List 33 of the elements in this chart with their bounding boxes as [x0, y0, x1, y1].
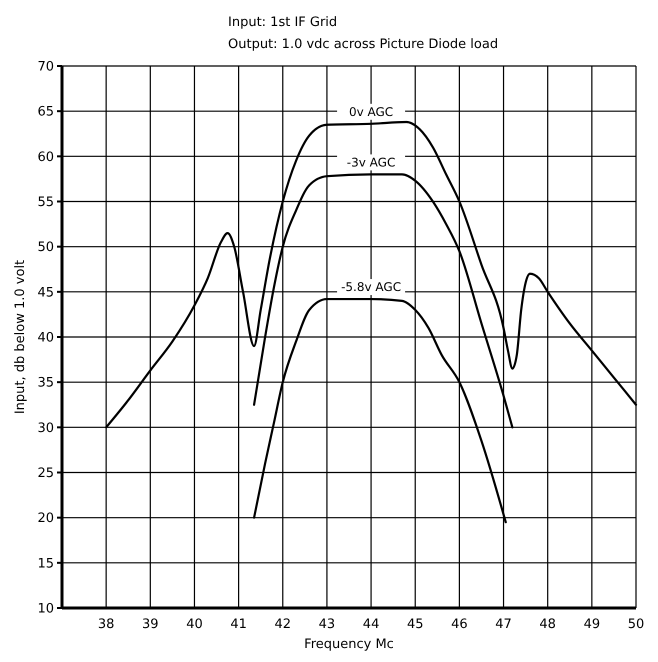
x-tick-label: 44 — [362, 617, 380, 632]
y-tick-label: 15 — [37, 556, 54, 572]
x-tick-label: 45 — [406, 617, 424, 632]
series-label: -5.8v AGC — [341, 280, 402, 294]
x-tick-label: 38 — [98, 617, 114, 632]
y-tick-label: 45 — [37, 285, 54, 300]
x-tick-label: 46 — [451, 617, 468, 632]
x-tick-label: 39 — [142, 617, 159, 632]
series-label: -3v AGC — [346, 155, 396, 170]
y-tick-label: 10 — [37, 602, 54, 617]
y-axis-title: Input, db below 1.0 volt — [13, 260, 28, 414]
y-tick-label: 55 — [37, 195, 54, 210]
x-tick-label: 43 — [318, 617, 336, 632]
x-axis-title: Frequency Mc — [304, 637, 394, 652]
x-tick-label: 40 — [186, 617, 203, 632]
y-tick-label: 20 — [37, 511, 54, 526]
x-tick-label: 49 — [584, 617, 600, 632]
y-tick-label: 60 — [37, 150, 54, 165]
y-tick-label: 30 — [37, 420, 54, 436]
y-tick-label: 65 — [37, 104, 54, 120]
y-tick-label: 70 — [37, 60, 54, 75]
x-tick-label: 47 — [495, 617, 512, 632]
chart-title: Input: 1st IF Grid — [228, 15, 338, 30]
y-tick-label: 40 — [37, 330, 54, 346]
y-tick-label: 25 — [37, 466, 54, 482]
x-tick-label: 48 — [539, 617, 556, 632]
y-tick-label: 50 — [37, 240, 54, 256]
x-tick-label: 42 — [274, 617, 292, 632]
series-label: 0v AGC — [348, 104, 394, 119]
y-tick-label: 35 — [37, 376, 54, 391]
chart-subtitle: Output: 1.0 vdc across Picture Diode load — [228, 37, 498, 52]
x-tick-label: 41 — [230, 617, 247, 632]
x-tick-label: 50 — [628, 617, 644, 632]
